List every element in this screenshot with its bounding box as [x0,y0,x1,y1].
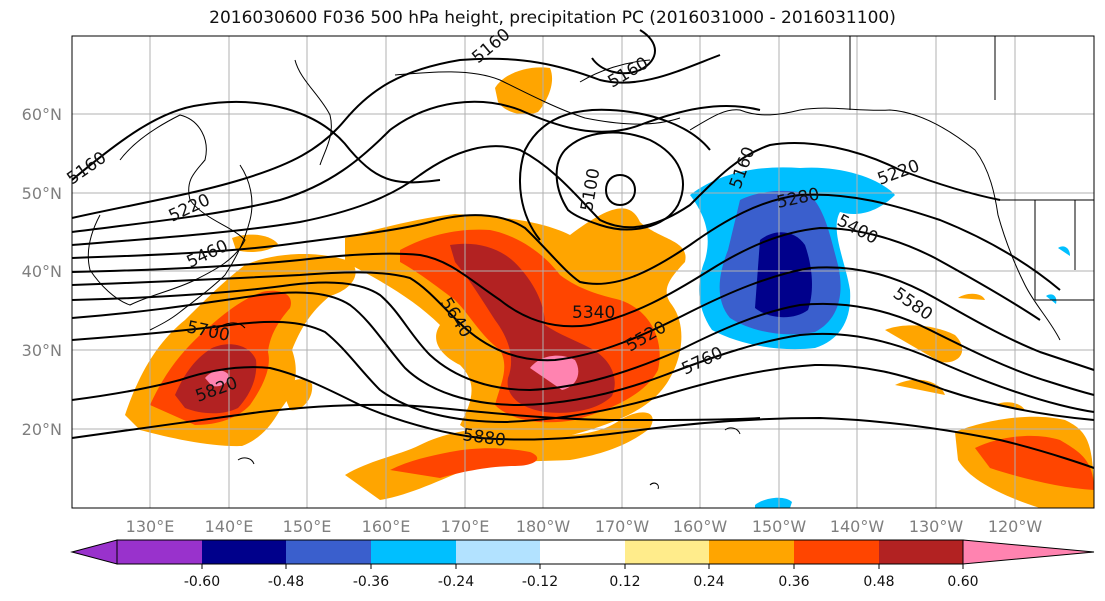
contour-label: 5340 [572,303,615,323]
map-title: 2016030600 F036 500 hPa height, precipit… [209,8,896,28]
colorbar-swatch [286,540,371,564]
colorbar-tick-label: 0.24 [693,574,724,590]
height-contours [71,29,1095,469]
lon-label: 160°W [673,517,728,536]
colorbar-swatch [117,540,202,564]
colorbar-tick-label: -0.60 [184,574,220,590]
colorbar-tick-label: -0.36 [353,574,389,590]
colorbar-tick-label: 0.36 [778,574,809,590]
lat-label: 50°N [22,184,62,203]
colorbar-tick-label: -0.24 [438,574,474,590]
longitude-labels: 130°E 140°E 150°E 160°E 170°E 180°W 170°… [126,517,1043,536]
lat-label: 60°N [22,105,62,124]
latitude-labels: 60°N 50°N 40°N 30°N 20°N [22,105,62,439]
graticule [72,36,1094,508]
lon-label: 130°E [126,517,175,536]
colorbar-tick-label: 0.60 [947,574,978,590]
lon-label: 170°E [441,517,490,536]
lon-label: 120°W [988,517,1043,536]
lon-label: 140°W [830,517,885,536]
lon-label: 180°W [516,517,571,536]
lon-label: 170°W [595,517,650,536]
colorbar-swatch [456,540,540,564]
colorbar-tick-label: 0.12 [609,574,640,590]
lat-label: 20°N [22,420,62,439]
colorbar-swatch [625,540,709,564]
lat-label: 40°N [22,262,62,281]
colorbar-swatch [540,540,625,564]
lon-label: 130°W [909,517,964,536]
colorbar-swatch [371,540,456,564]
lon-label: 140°E [205,517,254,536]
colorbar-swatch [879,540,963,564]
colorbar-extend-low [70,539,118,565]
map-frame [71,35,1095,509]
lon-label: 150°W [752,517,807,536]
lon-label: 150°E [283,517,332,536]
colorbar-swatch [794,540,879,564]
colorbar-tick-label: -0.48 [268,574,304,590]
colorbar-swatch [709,540,794,564]
colorbar-extend-high [962,539,1095,565]
lat-label: 30°N [22,341,62,360]
coastlines [87,36,1094,490]
colorbar: -0.60 -0.48 -0.36 -0.24 -0.12 0.12 0.24 … [70,539,1095,590]
lon-label: 160°E [362,517,411,536]
colorbar-tick-label: 0.48 [863,574,894,590]
colorbar-tick-label: -0.12 [522,574,558,590]
colorbar-swatch [202,540,286,564]
